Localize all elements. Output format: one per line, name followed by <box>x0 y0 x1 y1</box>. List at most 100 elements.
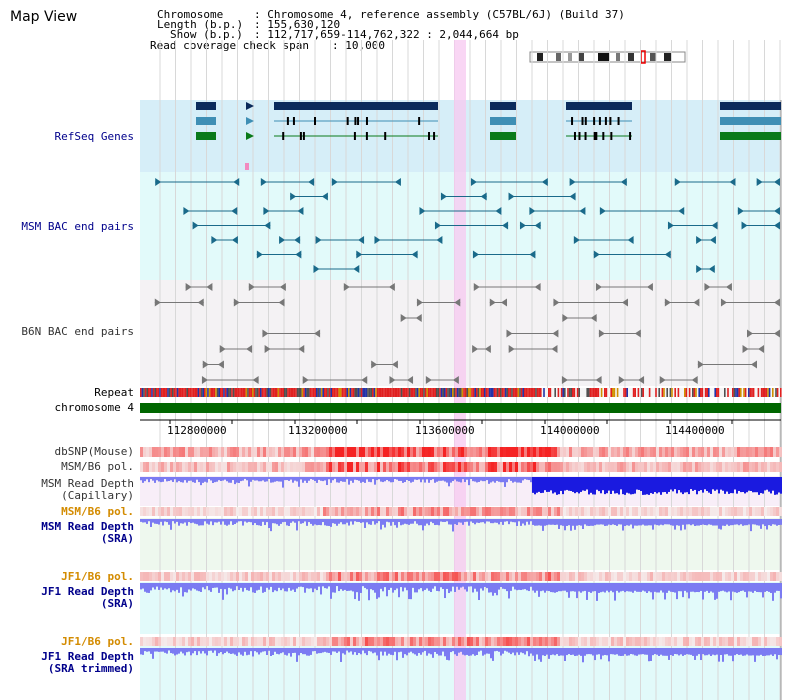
repeat-element <box>160 388 163 397</box>
polymorphism-bin <box>608 447 611 457</box>
polymorphism-bin <box>449 637 452 646</box>
depth-bar <box>152 519 154 523</box>
depth-bar <box>232 477 234 481</box>
snp-tracks[interactable] <box>140 447 782 646</box>
depth-bar <box>360 648 362 655</box>
track-label-jf1-depth-trimmed[interactable]: JF1 Read Depth <box>41 650 134 663</box>
polymorphism-bin <box>170 507 173 516</box>
polymorphism-bin <box>215 507 218 516</box>
polymorphism-bin <box>203 572 206 581</box>
b6n-bac-pairs[interactable] <box>154 283 780 384</box>
depth-bar <box>710 477 712 494</box>
polymorphism-bin <box>263 462 266 472</box>
polymorphism-bin <box>602 637 605 646</box>
depth-bar <box>572 519 574 526</box>
polymorphism-bin <box>671 637 674 646</box>
depth-bar <box>388 583 390 590</box>
depth-bar <box>462 477 464 480</box>
depth-bar <box>152 477 154 481</box>
depth-bar <box>576 519 578 526</box>
depth-bar <box>684 519 686 530</box>
depth-bar <box>688 477 690 495</box>
bac-end-marker <box>579 207 586 215</box>
depth-bar <box>596 583 598 601</box>
depth-bar <box>620 477 622 490</box>
polymorphism-bin <box>332 507 335 516</box>
track-label-b6n-bac[interactable]: B6N BAC end pairs <box>21 325 134 338</box>
depth-bar <box>626 648 628 656</box>
repeat-element <box>714 388 716 397</box>
polymorphism-bin <box>407 637 410 646</box>
highlight-region[interactable] <box>454 40 466 700</box>
polymorphism-bin <box>476 507 479 516</box>
polymorphism-bin <box>266 462 269 472</box>
refseq-genes[interactable] <box>196 102 781 170</box>
repeat-track[interactable] <box>140 388 782 397</box>
chromosome-bar[interactable] <box>140 403 781 413</box>
depth-bar <box>730 519 732 526</box>
track-label-jf1-depth-sra[interactable]: JF1 Read Depth <box>41 585 134 598</box>
polymorphism-bin <box>521 507 524 516</box>
track-label-chromosome[interactable]: chromosome 4 <box>54 401 134 414</box>
depth-bar <box>464 648 466 656</box>
polymorphism-bin <box>416 637 419 646</box>
polymorphism-bin <box>611 462 614 472</box>
depth-bar <box>204 519 206 522</box>
polymorphism-bin <box>368 572 371 581</box>
chromosome-ideogram[interactable] <box>529 50 686 64</box>
polymorphism-bin <box>383 572 386 581</box>
polymorphism-bin <box>533 637 536 646</box>
depth-bar <box>532 519 534 525</box>
polymorphism-bin <box>179 447 182 457</box>
depth-bar <box>436 583 438 591</box>
polymorphism-bin <box>743 462 746 472</box>
polymorphism-bin <box>605 572 608 581</box>
depth-bar <box>382 648 384 656</box>
polymorphism-bin <box>425 637 428 646</box>
polymorphism-bin <box>218 572 221 581</box>
track-label-msm-b6-pol[interactable]: MSM/B6 pol. <box>61 460 134 473</box>
read-depth-tracks[interactable] <box>140 477 782 663</box>
depth-bar <box>590 477 592 493</box>
polymorphism-bin <box>401 507 404 516</box>
depth-bar <box>328 477 330 480</box>
polymorphism-bin <box>674 637 677 646</box>
track-label-jf1-b6-pol-2[interactable]: JF1/B6 pol. <box>61 635 134 648</box>
depth-bar <box>684 648 686 655</box>
track-label-dbsnp[interactable]: dbSNP(Mouse) <box>54 445 134 458</box>
depth-bar <box>560 519 562 526</box>
depth-bar <box>246 477 248 481</box>
track-label-msm-depth-capillary[interactable]: MSM Read Depth <box>41 477 134 490</box>
position-axis <box>140 419 781 424</box>
depth-bar <box>342 648 344 654</box>
polymorphism-bin <box>611 637 614 646</box>
depth-bar <box>508 477 510 480</box>
track-label-msm-depth-sra[interactable]: MSM Read Depth <box>41 520 134 533</box>
track-label-msm-b6-pol-2[interactable]: MSM/B6 pol. <box>61 505 134 518</box>
track-label-msm-bac[interactable]: MSM BAC end pairs <box>21 220 134 233</box>
depth-bar <box>414 477 416 480</box>
depth-bar <box>280 519 282 524</box>
track-label-repeat[interactable]: Repeat <box>94 386 134 399</box>
depth-bar <box>500 519 502 522</box>
depth-bar <box>714 648 716 656</box>
repeat-element <box>298 388 300 397</box>
polymorphism-bin <box>140 572 143 581</box>
msm-bac-pairs[interactable] <box>155 178 780 273</box>
repeat-element <box>479 388 481 397</box>
depth-bar <box>186 648 188 653</box>
repeat-element <box>356 388 358 397</box>
depth-bar <box>198 648 200 652</box>
polymorphism-bin <box>434 462 437 472</box>
track-label-jf1-b6-pol[interactable]: JF1/B6 pol. <box>61 570 134 583</box>
repeat-element <box>343 388 345 397</box>
track-label-refseq[interactable]: RefSeq Genes <box>54 130 134 143</box>
polymorphism-bin <box>629 507 632 516</box>
polymorphism-bin <box>611 447 614 457</box>
depth-bar <box>206 477 208 483</box>
axis-tick-label: 114400000 <box>665 424 725 437</box>
depth-bar <box>438 477 440 481</box>
depth-bar <box>726 519 728 525</box>
repeat-element <box>245 388 248 397</box>
